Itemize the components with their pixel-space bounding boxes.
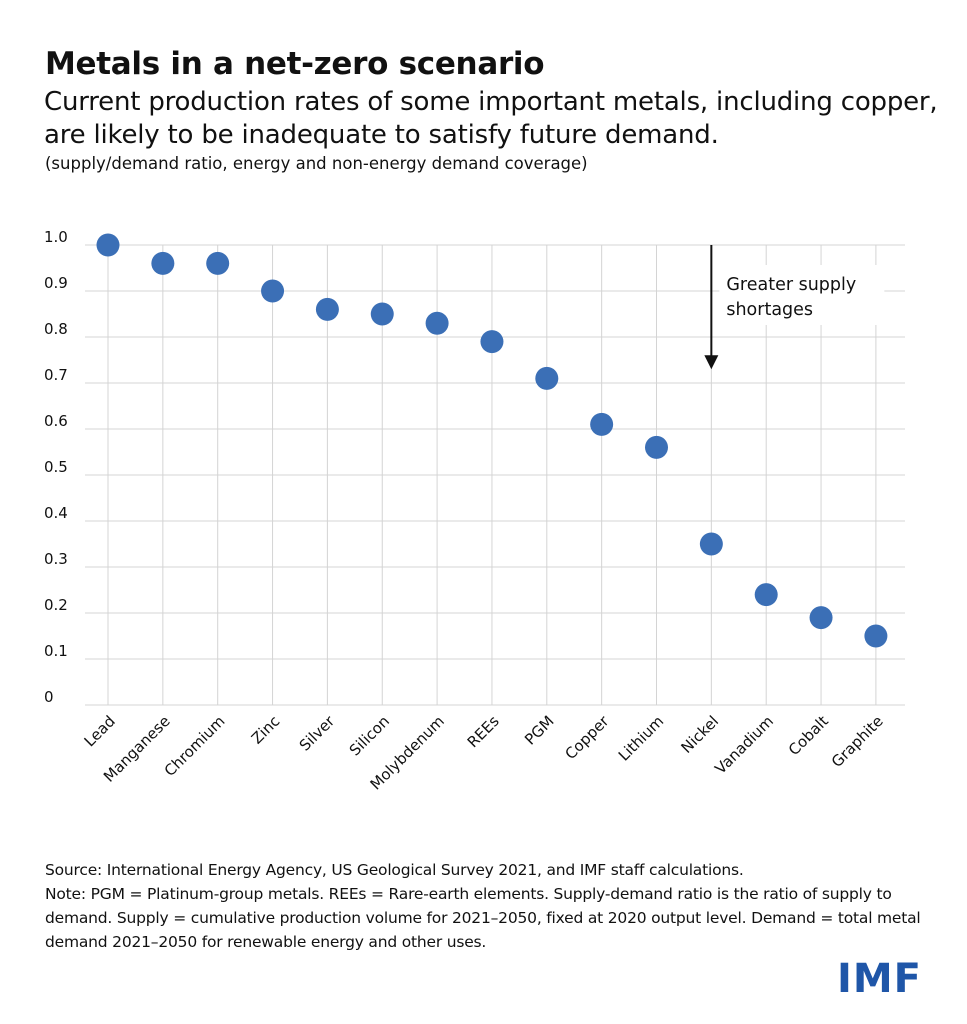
y-tick-label: 0.8 xyxy=(44,320,68,338)
chart-subtitle: Current production rates of some importa… xyxy=(44,87,938,150)
data-point-silver xyxy=(315,297,339,321)
chart-footer: Source: International Energy Agency, US … xyxy=(45,858,925,954)
annotation-backdrop xyxy=(719,265,885,325)
dot-chart: 0 0.1 0.2 0.3 0.4 0.5 0.6 0.7 0.8 0.9 1.0 Greater … xyxy=(44,228,905,794)
data-point-lithium xyxy=(645,435,668,459)
data-point-graphite xyxy=(864,624,888,648)
data-point-rees xyxy=(480,330,504,354)
data-point-pgm xyxy=(535,366,559,390)
chart-title: Metals in a net-zero scenario xyxy=(45,46,545,82)
x-tick-label: Nickel xyxy=(677,712,722,757)
data-point-chromium xyxy=(206,251,230,275)
x-tick-label: REEs xyxy=(464,712,503,751)
y-tick-label: 0.1 xyxy=(44,642,68,660)
x-tick-label: Lithium xyxy=(615,712,667,764)
data-point-vanadium xyxy=(754,583,778,607)
y-tick-label: 0.7 xyxy=(44,366,68,384)
data-point-silicon xyxy=(370,302,394,326)
data-point-copper xyxy=(590,412,614,436)
annotation: Greater supply shortages xyxy=(704,245,885,370)
data-point-lead xyxy=(96,233,120,257)
annotation-text-line-1: Greater supply xyxy=(726,275,856,295)
y-tick-label: 0.6 xyxy=(44,412,68,430)
y-tick-label: 0.5 xyxy=(44,458,68,476)
y-tick-label: 0 xyxy=(44,688,54,706)
x-tick-label: Graphite xyxy=(828,712,887,771)
x-tick-label: Vanadium xyxy=(711,712,777,778)
x-tick-label: Silver xyxy=(296,712,339,755)
y-axis: 0 0.1 0.2 0.3 0.4 0.5 0.6 0.7 0.8 0.9 1.0 xyxy=(44,228,68,706)
definitions-note: Note: PGM = Platinum-group metals. REEs … xyxy=(45,885,921,951)
data-point-molybdenum xyxy=(425,311,449,335)
y-tick-label: 1.0 xyxy=(44,228,68,246)
data-point-manganese xyxy=(151,251,175,275)
x-tick-label: PGM xyxy=(521,712,558,749)
data-point-zinc xyxy=(261,279,285,303)
x-tick-label: Zinc xyxy=(248,712,283,747)
unit-note: (supply/demand ratio, energy and non-ene… xyxy=(45,154,588,173)
y-tick-label: 0.9 xyxy=(44,274,68,292)
source-note: Source: International Energy Agency, US … xyxy=(45,861,744,879)
annotation-text-line-2: shortages xyxy=(726,300,813,320)
y-tick-label: 0.2 xyxy=(44,596,68,614)
imf-logo: IMF xyxy=(836,956,922,1002)
down-arrow-icon xyxy=(704,355,719,370)
x-tick-label: Lead xyxy=(81,712,119,750)
x-tick-label: Cobalt xyxy=(785,712,832,759)
x-tick-label: Silicon xyxy=(346,712,393,759)
y-tick-label: 0.3 xyxy=(44,550,68,568)
data-point-cobalt xyxy=(809,606,833,630)
data-points xyxy=(96,233,888,648)
data-point-nickel xyxy=(699,532,723,556)
x-tick-label: Copper xyxy=(562,712,614,764)
y-tick-label: 0.4 xyxy=(44,504,68,522)
